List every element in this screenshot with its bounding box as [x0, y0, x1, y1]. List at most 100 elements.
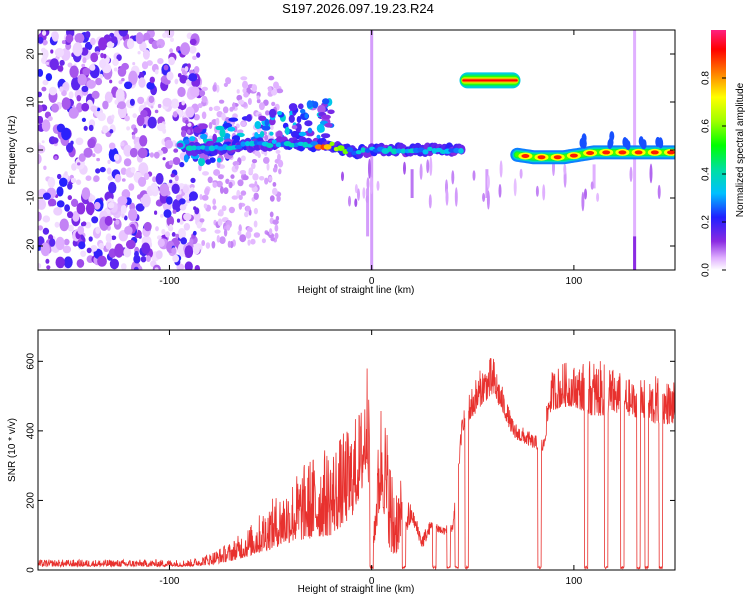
noise-blob	[138, 162, 149, 176]
noise-blob	[156, 122, 166, 132]
noise-blob	[142, 49, 150, 60]
noise-blob	[141, 193, 151, 208]
rising-scatter-blob	[296, 116, 302, 123]
noise-blob	[261, 238, 266, 244]
rising-scatter-blob	[307, 127, 313, 134]
vertical-streak	[592, 164, 596, 189]
noise-blob	[76, 202, 86, 215]
noise-blob	[242, 80, 248, 89]
noise-blob	[81, 117, 86, 122]
noise-blob	[132, 113, 137, 119]
noise-blob	[251, 159, 258, 164]
noise-blob	[189, 38, 197, 46]
noise-blob	[174, 78, 179, 85]
noise-blob	[278, 168, 282, 175]
trace2-hotspot	[586, 151, 595, 155]
noise-blob	[38, 68, 44, 77]
noise-blob	[186, 199, 191, 204]
noise-blob	[272, 187, 278, 195]
streak-blob	[341, 171, 344, 182]
rising-scatter-blob	[222, 122, 233, 129]
noise-blob	[56, 200, 65, 208]
noise-blob	[155, 173, 164, 185]
noise-blob	[43, 165, 47, 170]
noise-blob	[133, 254, 141, 264]
noise-blob	[231, 195, 238, 200]
noise-blob	[155, 250, 163, 260]
trace-core	[244, 141, 251, 147]
noise-blob	[251, 162, 256, 170]
streak-blob	[354, 198, 358, 207]
noise-blob	[56, 186, 64, 197]
noise-blob	[177, 86, 186, 98]
noise-blob	[114, 99, 119, 105]
noise-blob	[137, 194, 141, 200]
noise-blob	[107, 175, 113, 181]
noise-blob	[267, 86, 272, 93]
noise-blob	[181, 100, 185, 106]
streak-blob	[513, 178, 517, 197]
spectrogram-ytick-label: -20	[26, 238, 37, 253]
noise-blob	[135, 32, 144, 45]
snr-xtick-label: 0	[369, 576, 375, 587]
noise-blob	[149, 152, 154, 158]
noise-blob	[205, 242, 211, 249]
noise-blob	[248, 167, 254, 175]
streak-blob	[629, 166, 633, 182]
spectrogram-ytick-label: -10	[26, 190, 37, 205]
noise-blob	[268, 134, 273, 140]
noise-blob	[154, 109, 159, 114]
noise-blob	[172, 209, 177, 214]
noise-blob	[65, 34, 74, 43]
noise-blob	[54, 47, 65, 58]
noise-blob	[93, 175, 100, 183]
noise-blob	[272, 182, 277, 187]
noise-blob	[96, 107, 101, 112]
noise-blob	[166, 215, 175, 227]
streak-blob	[451, 170, 455, 185]
noise-blob	[165, 196, 173, 205]
noise-blob	[184, 245, 194, 258]
noise-blob	[253, 220, 258, 228]
noise-blob	[96, 157, 100, 162]
streak-blob	[368, 158, 371, 179]
noise-blob	[180, 42, 191, 56]
noise-blob	[212, 84, 217, 92]
streak-blob	[584, 188, 587, 200]
vertical-streak	[485, 169, 489, 198]
noise-blob	[179, 161, 185, 168]
noise-blob	[201, 86, 208, 91]
noise-blob	[109, 258, 119, 270]
streak-blob	[486, 190, 490, 210]
noise-blob	[114, 173, 122, 183]
noise-blob	[42, 192, 51, 200]
trace-core	[422, 149, 429, 155]
noise-blob	[185, 106, 195, 118]
noise-blob	[178, 190, 182, 195]
streak-blob	[348, 195, 351, 207]
noise-blob	[164, 139, 173, 149]
noise-blob	[201, 240, 206, 246]
noise-blob	[124, 115, 130, 122]
noise-blob	[177, 228, 186, 240]
noise-blob	[193, 206, 197, 211]
noise-blob	[236, 89, 240, 94]
noise-blob	[104, 215, 113, 226]
noise-blob	[170, 99, 180, 109]
noise-blob	[107, 159, 111, 164]
rising-scatter-blob	[277, 111, 283, 116]
streak-blob	[499, 160, 503, 178]
noise-blob	[240, 76, 248, 81]
noise-blob	[129, 98, 135, 106]
noise-blob	[42, 30, 47, 36]
trace-core	[191, 145, 198, 151]
noise-blob	[67, 195, 73, 201]
noise-blob	[81, 221, 87, 227]
noise-blob	[268, 176, 273, 182]
noise-blob	[238, 202, 243, 210]
noise-blob	[150, 105, 154, 109]
trace2-spike	[622, 137, 628, 147]
spectrogram-xtick-label: 0	[369, 276, 375, 287]
noise-blob	[116, 54, 122, 61]
streak-blob	[482, 192, 486, 202]
